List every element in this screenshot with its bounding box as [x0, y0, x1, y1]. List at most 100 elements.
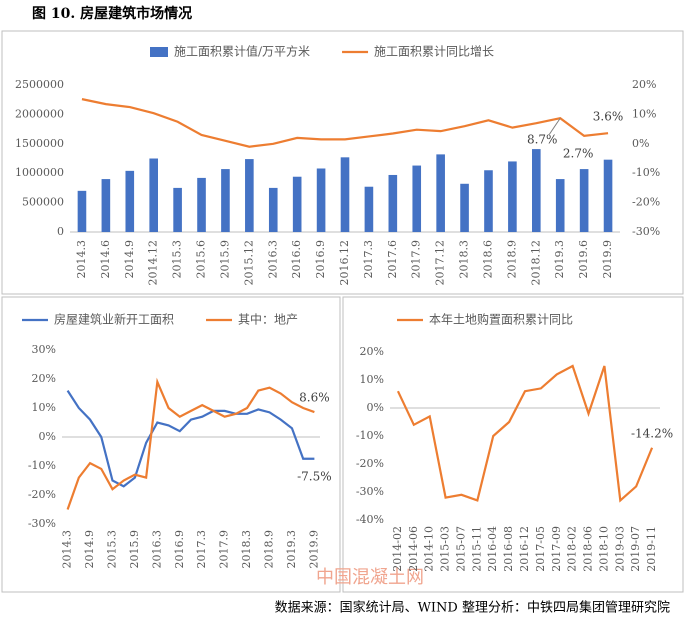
- leader-line: [549, 117, 561, 135]
- y2-tick-label: 0%: [632, 137, 649, 150]
- y-tick-label: 2500000: [15, 78, 64, 91]
- bar: [555, 179, 565, 232]
- data-label: -14.2%: [631, 426, 673, 440]
- x-tick-label: 2014.9: [83, 530, 96, 569]
- line-series: [66, 377, 315, 510]
- y2-tick-label: 10%: [632, 107, 656, 120]
- x-tick-label: 2018.6: [481, 240, 494, 279]
- y-tick-label: -20%: [28, 488, 56, 501]
- line-series: [66, 390, 315, 488]
- line-series: [81, 98, 609, 148]
- bar: [197, 177, 206, 232]
- y-tick-label: 0%: [39, 430, 56, 443]
- y2-tick-label: -30%: [632, 225, 660, 238]
- x-tick-label: 2019.6: [577, 240, 590, 279]
- y-tick-label: -30%: [28, 517, 56, 530]
- bar: [388, 174, 398, 232]
- source-note: 数据来源：国家统计局、WIND 整理分析：中铁四局集团管理研究院: [275, 600, 670, 616]
- x-tick-label: 2014.9: [123, 240, 136, 279]
- bar: [101, 179, 111, 232]
- data-label: 2.7%: [563, 146, 594, 160]
- x-tick-label: 2016.9: [173, 530, 186, 569]
- x-tick-label: 2016.9: [314, 240, 327, 279]
- legend-label: 施工面积累计值/万平方米: [174, 44, 310, 59]
- panel: [1, 296, 341, 593]
- x-tick-label: 2019-11: [645, 526, 658, 572]
- y-tick-label: -40%: [356, 513, 384, 526]
- x-tick-label: 2018-10: [597, 526, 610, 572]
- x-tick-label: 2018.3: [458, 240, 471, 279]
- x-tick-label: 2014.3: [75, 240, 88, 279]
- y-tick-label: 2000000: [15, 107, 64, 120]
- x-tick-label: 2015.3: [105, 530, 118, 569]
- x-tick-label: 2019-07: [629, 526, 642, 572]
- x-tick-label: 2016-08: [502, 526, 515, 572]
- x-tick-label: 2017.12: [434, 240, 447, 286]
- x-tick-label: 2014-02: [391, 526, 404, 572]
- watermark: 中国混凝土网: [316, 567, 424, 588]
- legend-label: 房屋建筑业新开工面积: [54, 312, 174, 327]
- data-label: 8.6%: [299, 391, 330, 405]
- bar: [268, 187, 278, 232]
- bar: [125, 170, 135, 232]
- x-tick-label: 2016-12: [518, 526, 531, 572]
- x-tick-label: 2014-06: [407, 526, 420, 572]
- x-tick-label: 2017.9: [410, 240, 423, 279]
- page-title: 图 10. 房屋建筑市场情况: [32, 5, 192, 22]
- bar: [173, 187, 182, 232]
- bar: [221, 169, 230, 232]
- y-tick-label: 1500000: [15, 137, 64, 150]
- x-tick-label: 2016.3: [266, 240, 279, 279]
- x-tick-label: 2016.3: [150, 530, 163, 569]
- x-tick-label: 2017-09: [550, 526, 563, 572]
- bar: [364, 186, 374, 232]
- y2-tick-label: -20%: [632, 196, 660, 209]
- x-tick-label: 2018-06: [582, 526, 595, 572]
- bar: [149, 158, 158, 232]
- y-tick-label: 0: [57, 225, 64, 238]
- bar: [292, 176, 302, 232]
- bar: [603, 159, 613, 232]
- legend-swatch: [150, 47, 168, 57]
- bar: [245, 159, 254, 232]
- y-tick-label: 30%: [32, 343, 56, 356]
- line-series: [396, 364, 654, 503]
- y-tick-label: -10%: [356, 429, 384, 442]
- x-tick-label: 2015.9: [218, 240, 231, 279]
- x-tick-label: 2019.9: [601, 240, 614, 279]
- x-tick-label: 2015-03: [439, 526, 452, 572]
- x-tick-label: 2015.9: [128, 530, 141, 569]
- x-tick-label: 2017.3: [362, 240, 375, 279]
- y-tick-label: 20%: [32, 372, 56, 385]
- legend-label: 本年土地购置面积累计同比: [429, 312, 573, 327]
- y2-tick-label: -10%: [632, 166, 660, 179]
- x-tick-label: 2017.6: [386, 240, 399, 279]
- x-tick-label: 2019-03: [613, 526, 626, 572]
- bar: [436, 154, 445, 232]
- bar: [508, 161, 517, 232]
- x-tick-label: 2015.12: [242, 240, 255, 285]
- x-tick-label: 2018.9: [505, 240, 518, 279]
- x-tick-label: 2015-11: [470, 526, 483, 572]
- legend-label: 其中：地产: [238, 312, 298, 327]
- legend-label: 施工面积累计同比增长: [374, 45, 494, 59]
- x-tick-label: 2018.9: [263, 530, 276, 569]
- x-tick-label: 2015.3: [171, 240, 184, 279]
- y-tick-label: -30%: [356, 485, 384, 498]
- x-tick-label: 2016-04: [486, 526, 499, 572]
- y-tick-label: 1000000: [15, 166, 64, 179]
- panel: [342, 296, 684, 593]
- y-tick-label: 500000: [22, 196, 64, 209]
- y-tick-label: 10%: [32, 401, 56, 414]
- bar: [340, 157, 350, 232]
- y-tick-label: -20%: [356, 457, 384, 470]
- x-tick-label: 2018-02: [566, 526, 579, 572]
- x-tick-label: 2019.9: [307, 530, 320, 569]
- x-tick-label: 2014.6: [99, 240, 112, 279]
- bar: [460, 183, 469, 232]
- x-tick-label: 2015-07: [454, 526, 467, 572]
- x-tick-label: 2019.3: [285, 530, 298, 569]
- y-tick-label: 20%: [360, 345, 384, 358]
- data-label: 3.6%: [593, 110, 624, 124]
